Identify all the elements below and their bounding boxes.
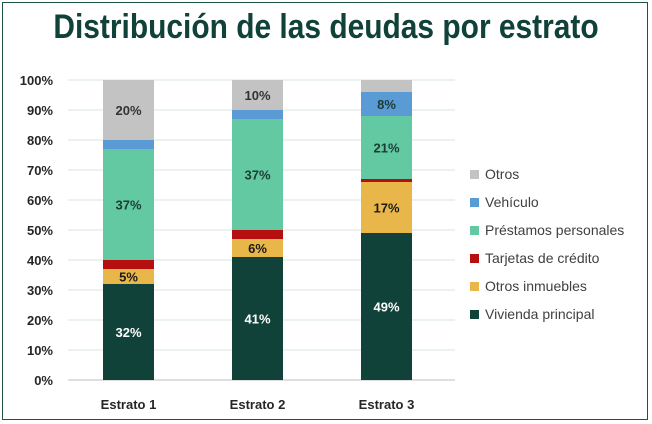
bar-segment [103, 284, 154, 380]
bar-segment [361, 179, 412, 182]
bar-segment [103, 269, 154, 284]
x-axis: Estrato 1 Estrato 2 Estrato 3 [101, 397, 415, 412]
bar-segment [103, 149, 154, 260]
legend-swatch [470, 197, 479, 207]
bar-segment [103, 80, 154, 140]
bars: 32% 5% 37% 20% 41% 6% 37% 10% 49% 17% 21% 8% [103, 80, 412, 380]
y-tick-label: 70% [27, 163, 53, 178]
chart-title: Distribución de las deudas por estrato [53, 8, 599, 46]
y-tick-label: 60% [27, 193, 53, 208]
legend-item: Tarjetas de crédito [470, 244, 624, 272]
data-label: 17% [373, 201, 399, 216]
data-label: 20% [115, 103, 141, 118]
legend-label: Otros inmuebles [485, 278, 587, 294]
y-tick-label: 40% [27, 253, 53, 268]
data-label: 10% [244, 88, 270, 103]
legend-swatch [470, 281, 479, 291]
legend-item: Vivienda principal [470, 300, 624, 328]
legend-item: Otros inmuebles [470, 272, 624, 300]
legend-item: Préstamos personales [470, 216, 624, 244]
legend-item: Otros [470, 160, 624, 188]
data-label: 41% [244, 312, 270, 327]
legend-swatch [470, 309, 479, 319]
y-tick-label: 30% [27, 283, 53, 298]
data-label: 5% [119, 270, 138, 285]
bar-segment [232, 257, 283, 380]
y-tick-label: 0% [34, 373, 53, 388]
data-label: 8% [377, 97, 396, 112]
legend-swatch [470, 225, 479, 235]
x-tick-label: Estrato 1 [101, 397, 157, 412]
bar-segment [103, 140, 154, 149]
bar-segment [361, 182, 412, 233]
y-axis: 0% 10% 20% 30% 40% 50% 60% 70% 80% 90% 100% [20, 73, 54, 388]
y-tick-label: 80% [27, 133, 53, 148]
bar-segment [232, 239, 283, 257]
data-label: 49% [373, 300, 399, 315]
x-tick-label: Estrato 2 [230, 397, 286, 412]
bar-segment [232, 110, 283, 119]
data-label: 37% [244, 168, 270, 183]
bar-segment [103, 260, 154, 269]
x-tick-label: Estrato 3 [359, 397, 415, 412]
legend-label: Otros [485, 166, 520, 182]
legend-swatch [470, 169, 479, 179]
y-tick-label: 10% [27, 343, 53, 358]
bar-segment [232, 119, 283, 230]
legend-item: Vehículo [470, 188, 624, 216]
legend: Otros Vehículo Préstamos personales Tarjeta… [470, 160, 624, 328]
y-tick-label: 100% [20, 73, 54, 88]
bar-segment [361, 80, 412, 92]
y-tick-label: 90% [27, 103, 53, 118]
data-label: 6% [248, 241, 267, 256]
data-label: 21% [373, 141, 399, 156]
legend-label: Vehículo [485, 194, 539, 210]
data-label: 37% [115, 198, 141, 213]
legend-label: Tarjetas de crédito [485, 250, 600, 266]
data-label: 32% [115, 325, 141, 340]
bar-segment [361, 92, 412, 116]
bar-segment [361, 233, 412, 380]
bar-segment [361, 116, 412, 179]
y-tick-label: 50% [27, 223, 53, 238]
legend-label: Vivienda principal [485, 306, 595, 322]
y-tick-label: 20% [27, 313, 53, 328]
bar-segment [232, 230, 283, 239]
bar-segment [232, 80, 283, 110]
legend-label: Préstamos personales [485, 222, 625, 238]
legend-swatch [470, 253, 479, 263]
